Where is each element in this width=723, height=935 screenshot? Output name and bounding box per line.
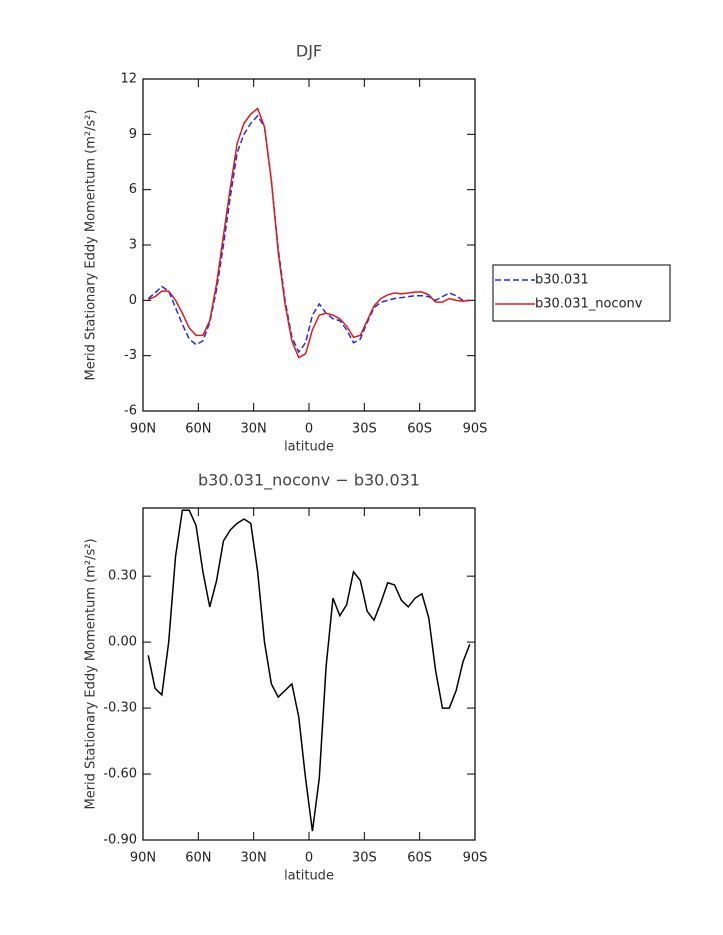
x-tick-label: 60N [185,851,211,866]
plot-frame [142,78,476,412]
x-tick-label: 0 [305,422,313,437]
y-axis-label: Merid Stationary Eddy Momentum (m²/s²) [84,538,99,809]
plot: DJF 90N 60N 30N 0 30S 60S 90S -6 -3 0 3 6 9 12 latitude… [84,42,671,455]
y-tick-label: 3 [129,238,137,253]
x-axis-label: latitude [284,869,334,884]
y-tick-label: 12 [120,72,137,87]
y-tick-label: 6 [129,182,137,197]
x-tick-label: 90S [463,851,488,866]
data-line [147,114,470,354]
chart-title: DJF [296,42,322,61]
x-tick-label: 90S [463,422,488,437]
x-tick-label: 90N [130,422,156,437]
x-tick-label: 30N [241,851,267,866]
y-tick-label: 9 [129,127,137,142]
y-tick-label: -3 [124,348,137,363]
y-tick-label: -0.30 [103,701,137,716]
x-tick-label: 90N [130,851,156,866]
x-tick-label: 60S [407,422,432,437]
y-tick-label: -6 [124,404,137,419]
x-tick-label: 30N [241,422,267,437]
legend-label: b30.031_noconv [535,297,643,312]
data-line [147,107,470,359]
x-tick-label: 30S [352,422,377,437]
y-tick-label: 0.00 [108,635,137,650]
y-tick-label: 0 [129,293,137,308]
x-tick-label: 30S [352,851,377,866]
plot: b30.031_noconv − b30.031 90N 60N 30N 0 30S 60S… [84,471,488,884]
y-tick-label: 0.30 [108,569,137,584]
y-axis-label: Merid Stationary Eddy Momentum (m²/s²) [84,109,99,380]
legend-frame [492,264,671,322]
x-axis-label: latitude [284,440,334,455]
data-line [147,509,471,832]
y-tick-label: -0.90 [103,833,137,848]
chart-title: b30.031_noconv − b30.031 [198,471,420,491]
y-tick-label: -0.60 [103,767,137,782]
x-tick-label: 0 [305,851,313,866]
plot-frame [142,507,476,841]
legend-label: b30.031 [535,273,589,288]
x-tick-label: 60N [185,422,211,437]
x-tick-label: 60S [407,851,432,866]
